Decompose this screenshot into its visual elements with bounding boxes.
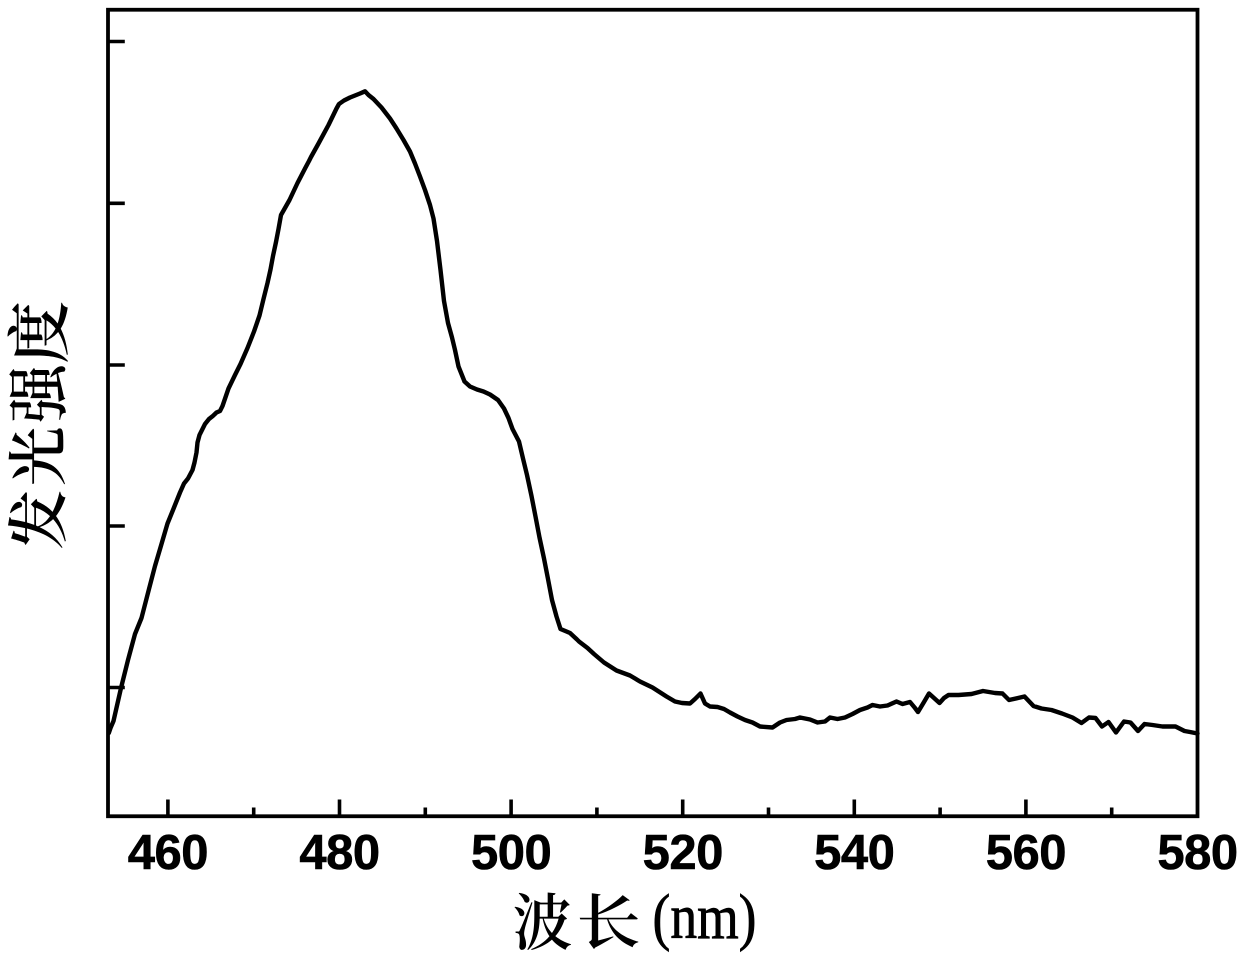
- svg-text:460: 460: [128, 826, 208, 880]
- svg-text:500: 500: [471, 826, 551, 880]
- svg-text:540: 540: [814, 826, 894, 880]
- svg-text:560: 560: [986, 826, 1066, 880]
- svg-text:520: 520: [643, 826, 723, 880]
- svg-text:480: 480: [299, 826, 379, 880]
- svg-text:580: 580: [1157, 826, 1237, 880]
- svg-text:(nm): (nm): [653, 882, 757, 952]
